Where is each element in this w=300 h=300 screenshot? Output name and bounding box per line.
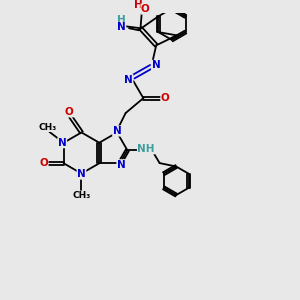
Text: O: O [39,158,48,168]
Text: H: H [117,15,126,25]
Text: N: N [124,75,133,85]
Text: N: N [113,126,122,136]
Text: N: N [117,160,126,170]
Text: O: O [141,4,150,14]
Text: CH₃: CH₃ [39,122,57,131]
Text: N: N [77,169,86,179]
Text: N: N [58,138,67,148]
Text: N: N [152,60,160,70]
Text: O: O [65,107,74,117]
Text: NH: NH [137,144,155,154]
Text: O: O [161,93,170,103]
Text: N: N [117,22,126,32]
Text: CH₃: CH₃ [72,191,91,200]
Text: H: H [134,0,143,10]
